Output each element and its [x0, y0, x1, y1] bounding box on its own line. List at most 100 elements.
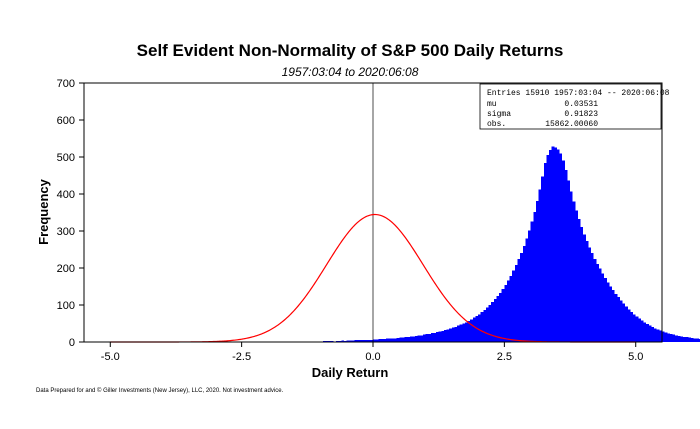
histogram-bar [357, 340, 360, 342]
histogram-bar [399, 337, 402, 342]
histogram-bar [351, 340, 355, 342]
histogram-bar [373, 339, 376, 342]
histogram-bar [449, 328, 452, 342]
histogram-bar [415, 336, 418, 342]
histogram-bar [391, 338, 395, 342]
histogram-bar [386, 338, 389, 342]
histogram-bar [493, 299, 497, 342]
histogram-bar [336, 340, 339, 342]
histogram-bar [622, 303, 626, 342]
histogram-bar [428, 333, 431, 342]
histogram-bar [420, 335, 423, 342]
stats-value-mu: 0.03531 [564, 100, 598, 109]
histogram-bar [407, 336, 410, 342]
histogram-bar [690, 337, 694, 342]
histogram-bar [685, 337, 689, 342]
histogram-bar [478, 314, 481, 342]
stats-box-frame [479, 83, 662, 130]
histogram-bar [593, 258, 597, 342]
y-tick-label: 300 [57, 226, 75, 238]
histogram-bar [570, 191, 573, 342]
x-tick-label: -5.0 [101, 351, 120, 363]
histogram-bar [346, 340, 350, 342]
chart-subtitle: 1957:03:04 to 2020:06:08 [282, 65, 419, 79]
x-axis: -5.0 -2.5 0.0 2.5 5.0 [101, 342, 643, 363]
histogram-bar [546, 154, 550, 342]
histogram-bar [577, 218, 581, 342]
histogram-bar [648, 325, 652, 342]
histogram-bar [514, 265, 518, 342]
histogram-bar [533, 211, 536, 342]
histogram-bar [598, 268, 602, 342]
histogram-bar [480, 312, 484, 342]
histogram-bar [528, 230, 531, 342]
histogram-bar [330, 340, 334, 342]
histogram-bar [572, 201, 576, 342]
histogram-bar [549, 149, 552, 342]
histogram-bar [669, 334, 673, 342]
histogram-bar [383, 339, 387, 342]
histogram-bar [680, 336, 684, 342]
stats-value-sigma: 0.91823 [564, 110, 598, 119]
histogram-bar [543, 162, 547, 342]
histogram-bar [675, 335, 678, 342]
histogram-bar [606, 282, 610, 342]
histogram-bar [344, 340, 347, 342]
histogram-bar [488, 305, 492, 342]
histogram-bar [614, 293, 618, 342]
histogram-bar [454, 326, 458, 342]
histogram-bar [554, 147, 557, 342]
histogram-bar [580, 226, 584, 342]
histogram-bar [401, 337, 405, 342]
histogram-bar [509, 275, 513, 342]
histogram-bar [643, 322, 647, 342]
histogram-bar [459, 324, 463, 342]
histogram-bar [583, 234, 586, 342]
histogram-bar [651, 327, 655, 342]
histogram-bar [696, 338, 699, 342]
histogram-bar [501, 289, 505, 342]
histogram-bar [338, 340, 342, 342]
histogram-bar [325, 340, 329, 342]
histogram-bar [354, 340, 358, 342]
histogram-bar [525, 238, 529, 342]
histogram-bar [640, 320, 644, 342]
histogram-bar [467, 320, 471, 342]
histogram-bar [556, 149, 560, 342]
histogram-bar [520, 252, 523, 342]
histogram-bar [323, 340, 326, 342]
histogram-bar [438, 331, 442, 342]
histogram-bar [422, 334, 426, 342]
histogram-bar [541, 176, 544, 342]
histogram-bar [530, 221, 534, 342]
histogram-bar [506, 280, 510, 342]
x-axis-label: Daily Return [312, 365, 389, 380]
histogram-bar [451, 327, 455, 342]
y-axis: 0 100 200 300 400 500 600 700 [57, 78, 84, 349]
histogram-bar [562, 160, 565, 342]
histogram-bar [365, 340, 368, 342]
histogram-bar [464, 322, 468, 342]
histogram-bar [483, 309, 486, 342]
histogram-bar [551, 146, 555, 342]
histogram-bar [349, 340, 352, 342]
stats-label-obs: obs. [487, 120, 506, 129]
histogram-bar [499, 292, 502, 342]
histogram-bar [341, 340, 345, 342]
histogram-bar [633, 314, 636, 342]
histogram-bar [446, 329, 450, 342]
histogram-bar [564, 169, 568, 342]
histogram-bar [538, 189, 542, 342]
histogram-bar [409, 336, 413, 342]
stats-value-obs: 15862.00060 [545, 120, 598, 129]
histogram-bar [617, 297, 620, 342]
histogram-bar [470, 319, 473, 342]
histogram-bar [394, 338, 397, 342]
histogram-bar [588, 247, 592, 342]
histogram-bar [522, 245, 526, 342]
stats-label-sigma: sigma [487, 110, 511, 119]
histogram-bar [688, 337, 691, 342]
stats-box: Entries 15910 1957:03:04 -- 2020:06:08 m… [479, 83, 670, 130]
histogram-bar [378, 339, 381, 342]
histogram-bar [430, 333, 434, 342]
